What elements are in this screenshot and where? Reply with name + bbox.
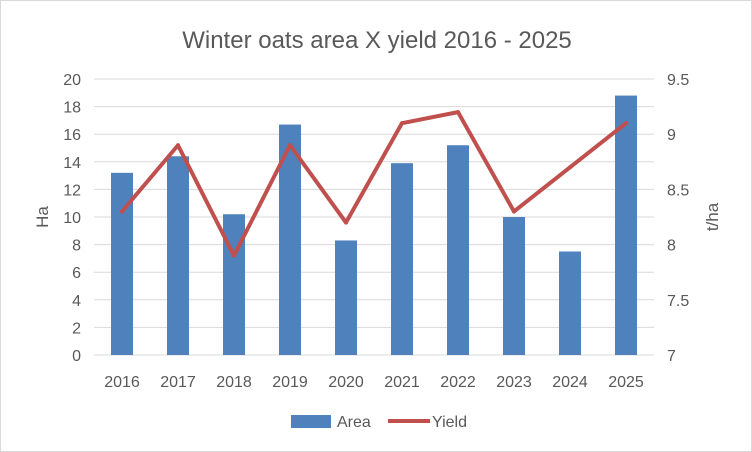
bar-area-2017 [167,156,189,355]
yield-point-2019 [288,143,292,148]
yield-point-2023 [512,209,516,214]
x-tick-label: 2021 [384,374,420,391]
left-tick-label: 18 [63,100,81,117]
yield-point-2018 [232,253,236,258]
left-tick-label: 0 [72,348,81,365]
left-tick-label: 12 [63,182,81,199]
right-tick-label: 8.5 [667,182,689,199]
bar-area-2019 [279,124,301,355]
left-tick-label: 16 [63,127,81,144]
yield-point-2025 [624,121,628,126]
yield-series-line [120,110,628,258]
right-axis-label: t/ha [703,202,722,231]
x-tick-label: 2017 [160,374,196,391]
bar-area-2023 [503,217,525,355]
legend: Area Yield [291,414,467,431]
x-tick-label: 2019 [272,374,308,391]
x-tick-label: 2024 [552,374,588,391]
x-tick-label: 2025 [608,374,644,391]
left-tick-label: 6 [72,265,81,282]
right-tick-label: 8 [667,238,676,255]
left-tick-label: 4 [72,293,81,310]
left-tick-label: 14 [63,155,81,172]
legend-area-swatch [291,415,331,428]
left-axis-ticks: 0 2 4 6 8 10 12 14 16 18 20 [63,72,81,365]
right-tick-label: 7 [667,348,676,365]
area-bars [111,95,637,355]
right-tick-label: 9.5 [667,72,689,89]
x-tick-label: 2022 [440,374,476,391]
right-tick-label: 9 [667,127,676,144]
bar-area-2021 [391,163,413,355]
x-tick-label: 2016 [104,374,140,391]
bar-area-2024 [559,251,581,355]
bar-area-2020 [335,240,357,355]
right-axis-ticks: 7 7.5 8 8.5 9 9.5 [667,72,689,365]
x-tick-label: 2018 [216,374,252,391]
left-tick-label: 2 [72,320,81,337]
left-tick-label: 8 [72,238,81,255]
bar-area-2018 [223,214,245,355]
bar-area-2025 [615,95,637,355]
yield-point-2022 [456,110,460,115]
bar-area-2022 [447,145,469,355]
x-tick-label: 2020 [328,374,364,391]
legend-yield-label: Yield [432,414,467,431]
x-tick-label: 2023 [496,374,532,391]
yield-line [120,110,628,258]
left-tick-label: 10 [63,210,81,227]
right-tick-label: 7.5 [667,293,689,310]
x-axis-ticks: 2016 2017 2018 2019 2020 2021 2022 2023 2024 2025 [104,374,644,391]
left-axis-label: Ha [33,206,52,228]
yield-point-2021 [400,121,404,126]
yield-point-2017 [176,143,180,148]
yield-point-2016 [120,209,124,214]
left-tick-label: 20 [63,72,81,89]
chart-title: Winter oats area X yield 2016 - 2025 [182,27,572,54]
legend-area-label: Area [337,414,371,431]
yield-point-2020 [344,220,348,225]
bar-area-2016 [111,172,133,355]
yield-point-2024 [568,165,572,170]
